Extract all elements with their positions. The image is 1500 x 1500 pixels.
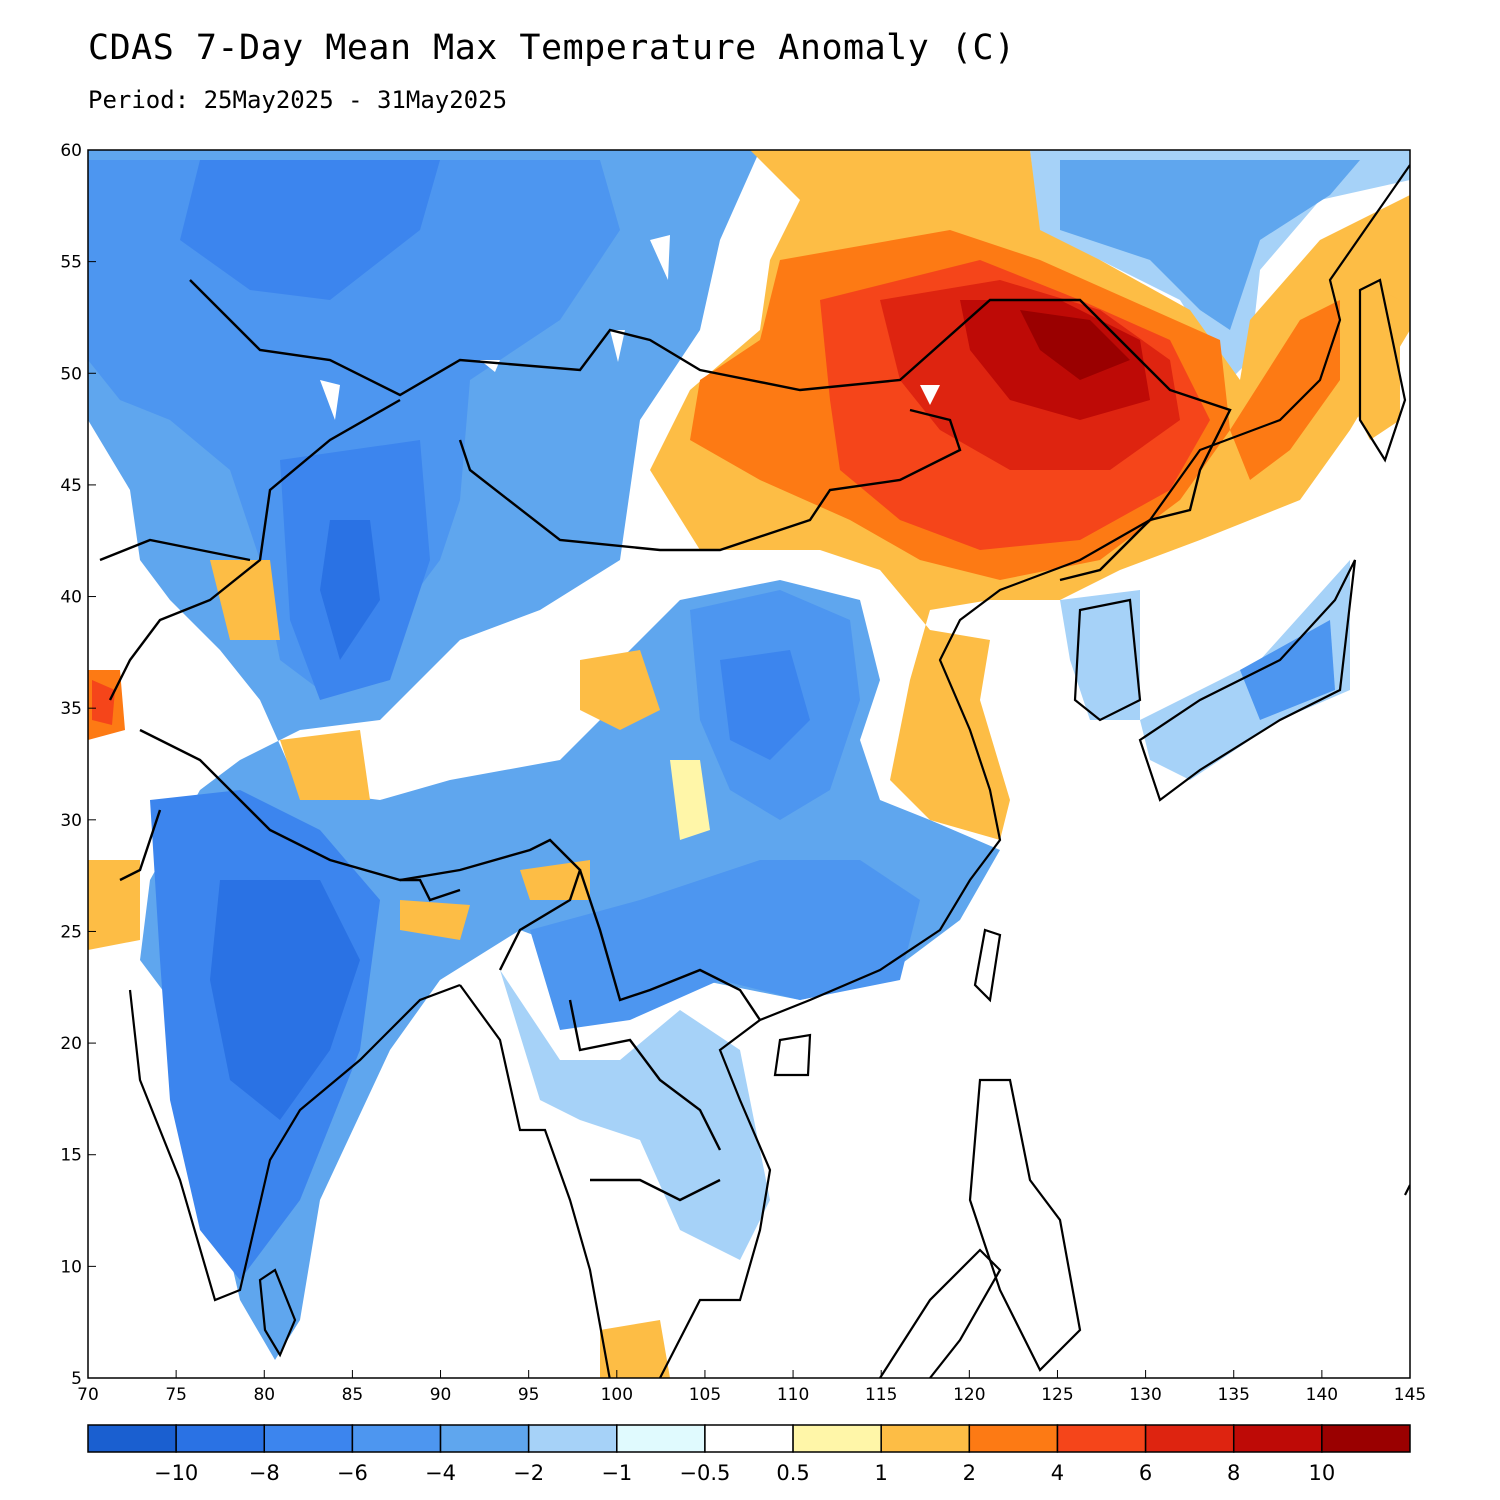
lat-tick-label: 45 (60, 476, 82, 496)
lat-tick-label: 35 (60, 699, 82, 719)
lon-tick-label: 105 (689, 1385, 721, 1405)
map-period: Period: 25May2025 - 31May2025 (88, 86, 508, 114)
lon-tick-label: 110 (777, 1385, 809, 1405)
legend-swatch (351, 1424, 442, 1453)
lat-tick-label: 25 (60, 922, 82, 942)
plot-frame (87, 149, 1411, 1379)
map-title: CDAS 7-Day Mean Max Temperature Anomaly … (88, 28, 1016, 68)
legend-swatch (439, 1424, 530, 1453)
lat-tick-label: 55 (60, 253, 82, 273)
legend-swatch (87, 1424, 177, 1453)
legend-label: 8 (1227, 1461, 1240, 1485)
latitude-axis: 60 55 50 45 40 35 30 25 20 15 10 5 (60, 141, 96, 1389)
lat-tick-label: 50 (60, 364, 82, 384)
legend-label: −4 (425, 1461, 456, 1485)
legend-label: 1 (875, 1461, 888, 1485)
lat-tick-label: 10 (60, 1257, 82, 1277)
lon-tick-label: 125 (1041, 1385, 1073, 1405)
legend-swatch (704, 1424, 794, 1453)
lon-tick-label: 80 (253, 1385, 275, 1405)
lon-tick-label: 100 (601, 1385, 633, 1405)
legend-label: −6 (337, 1461, 368, 1485)
color-legend: −10 −8 −6 −4 −2 −1 −0.5 0.5 1 2 4 6 8 10 (87, 1424, 1411, 1485)
lat-tick-label: 30 (60, 811, 82, 831)
lat-tick-label: 15 (60, 1146, 82, 1166)
legend-swatch (616, 1424, 706, 1453)
legend-label: 4 (1051, 1461, 1064, 1485)
legend-swatch (1321, 1424, 1411, 1453)
legend-swatch (1056, 1424, 1147, 1453)
lon-tick-label: 130 (1129, 1385, 1161, 1405)
anomaly-field (88, 150, 1410, 1378)
lat-tick-label: 40 (60, 588, 82, 608)
coastlines (128, 164, 1410, 1378)
legend-swatch (880, 1424, 971, 1453)
legend-label: 6 (1139, 1461, 1152, 1485)
lon-tick-label: 120 (953, 1385, 985, 1405)
legend-swatch (1232, 1424, 1323, 1453)
lat-tick-label: 60 (60, 141, 82, 161)
lon-tick-label: 145 (1394, 1385, 1426, 1405)
lon-tick-label: 140 (1306, 1385, 1338, 1405)
longitude-axis: 70 75 80 85 90 95 100 105 110 115 120 125 130 135 140 1… (77, 1370, 1426, 1405)
legend-swatch (175, 1424, 266, 1453)
lon-tick-label: 90 (430, 1385, 452, 1405)
lat-tick-label: 5 (71, 1369, 82, 1389)
legend-label: 10 (1308, 1461, 1335, 1485)
legend-label: 2 (963, 1461, 976, 1485)
lon-tick-label: 85 (342, 1385, 364, 1405)
lon-tick-label: 75 (165, 1385, 187, 1405)
lon-tick-label: 70 (77, 1385, 99, 1405)
legend-swatch (968, 1424, 1059, 1453)
country-borders (99, 279, 1232, 1202)
legend-label: −10 (154, 1461, 198, 1485)
legend-label: −0.5 (679, 1461, 730, 1485)
legend-swatch (263, 1424, 354, 1453)
legend-label: −8 (249, 1461, 280, 1485)
legend-swatch (1144, 1424, 1235, 1453)
lon-tick-label: 135 (1218, 1385, 1250, 1405)
lon-tick-label: 95 (518, 1385, 540, 1405)
lon-tick-label: 115 (865, 1385, 897, 1405)
legend-swatch (792, 1424, 882, 1453)
legend-swatch (527, 1424, 618, 1453)
legend-label: 0.5 (776, 1461, 809, 1485)
legend-label: −2 (513, 1461, 544, 1485)
lat-tick-label: 20 (60, 1034, 82, 1054)
legend-label: −1 (601, 1461, 632, 1485)
